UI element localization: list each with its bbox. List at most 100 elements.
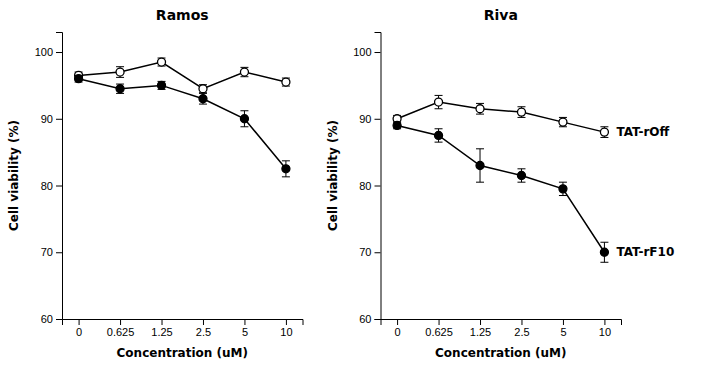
error-bar-cap xyxy=(517,168,525,169)
error-bar-cap xyxy=(282,176,290,177)
y-tick-label: 60 xyxy=(41,313,53,325)
y-tick-label: 100 xyxy=(353,46,371,58)
y-tick-label: 100 xyxy=(35,46,53,58)
marker xyxy=(282,78,290,86)
x-tick-mark xyxy=(480,319,481,325)
x-tick: 0.625 xyxy=(107,319,135,338)
line xyxy=(397,102,604,132)
marker xyxy=(559,118,567,126)
x-tick: 5 xyxy=(242,319,248,338)
error-bar xyxy=(476,149,484,182)
y-tick: 70 xyxy=(359,246,380,258)
error-bar xyxy=(559,117,567,126)
title: Ramos xyxy=(156,7,209,23)
x-tick-label: 5 xyxy=(242,326,248,338)
y-tick-mark xyxy=(56,52,62,53)
x-axis: 00.6251.252.5510 xyxy=(63,319,304,338)
marker xyxy=(476,161,484,169)
marker xyxy=(199,95,207,103)
marker xyxy=(600,128,608,136)
x-tick: 1.25 xyxy=(151,319,172,338)
y-tick-mark xyxy=(56,119,62,120)
series xyxy=(75,58,290,93)
marker xyxy=(158,58,166,66)
marker xyxy=(240,68,248,76)
error-bar xyxy=(282,78,290,86)
x-tick: 10 xyxy=(599,319,611,338)
y-tick-label: 70 xyxy=(359,246,371,258)
x-tick-label: 5 xyxy=(560,326,566,338)
error-bar xyxy=(282,161,290,177)
error-bar xyxy=(600,242,608,262)
error-bar xyxy=(559,182,567,195)
marker xyxy=(75,75,83,83)
title: Riva xyxy=(484,7,518,23)
x-tick: 0.625 xyxy=(425,319,453,338)
y-tick: 60 xyxy=(359,313,380,325)
error-bar xyxy=(116,84,124,93)
x-tick: 2.5 xyxy=(514,319,529,338)
x-tick-mark xyxy=(521,319,522,325)
error-bar xyxy=(199,93,207,104)
marker xyxy=(393,121,401,129)
marker xyxy=(199,85,207,93)
marker xyxy=(517,108,525,116)
y-tick: 100 xyxy=(353,46,380,58)
error-bar-cap xyxy=(435,95,443,96)
x-tick-label: 0 xyxy=(76,326,82,338)
error-bar-cap xyxy=(559,195,567,196)
y-tick-label: 90 xyxy=(359,113,371,125)
x-tick: 10 xyxy=(280,319,292,338)
series xyxy=(393,95,608,137)
error-bar xyxy=(158,81,166,89)
y-axis-title: Cell viability (%) xyxy=(7,120,21,231)
x-tick-label: 1.25 xyxy=(470,326,491,338)
figure: 6070809010000.6251.252.5510RamosConcentr… xyxy=(0,0,713,367)
x-tick-label: 2.5 xyxy=(514,326,529,338)
x-tick-mark xyxy=(203,319,204,325)
marker xyxy=(517,172,525,180)
y-tick: 90 xyxy=(41,113,62,125)
y-tick-label: 70 xyxy=(41,246,53,258)
y-tick-mark xyxy=(56,186,62,187)
marker xyxy=(282,165,290,173)
x-tick: 1.25 xyxy=(470,319,491,338)
y-axis-line xyxy=(56,33,63,320)
marker xyxy=(240,115,248,123)
y-tick: 60 xyxy=(41,313,62,325)
x-axis-line xyxy=(381,320,622,326)
x-tick-label: 0.625 xyxy=(107,326,135,338)
error-bar-cap xyxy=(476,103,484,104)
y-tick-mark xyxy=(375,252,381,253)
y-tick: 70 xyxy=(41,246,62,258)
y-axis-line xyxy=(375,33,382,320)
error-bar-cap xyxy=(517,182,525,183)
x-tick-mark xyxy=(397,319,398,325)
error-bar xyxy=(240,67,248,76)
error-bar xyxy=(435,129,443,142)
error-bar-cap xyxy=(282,160,290,161)
y-tick-mark xyxy=(375,186,381,187)
error-bar-cap xyxy=(600,242,608,243)
x-tick: 5 xyxy=(560,319,566,338)
error-bar-cap xyxy=(240,110,248,111)
x-tick-label: 10 xyxy=(280,326,292,338)
y-axis-title: Cell viability (%) xyxy=(326,120,340,231)
marker xyxy=(435,131,443,139)
x-tick-label: 1.25 xyxy=(151,326,172,338)
y-tick-label: 90 xyxy=(41,113,53,125)
y-tick-mark xyxy=(56,319,62,320)
y-tick: 90 xyxy=(359,113,380,125)
x-tick-mark xyxy=(79,319,80,325)
error-bar-cap xyxy=(240,126,248,127)
x-tick-mark xyxy=(162,319,163,325)
error-bar xyxy=(75,75,83,82)
series xyxy=(75,75,290,177)
marker xyxy=(116,68,124,76)
error-bar-cap xyxy=(476,148,484,149)
plot-area xyxy=(75,58,290,177)
y-tick-label: 80 xyxy=(41,180,53,192)
marker xyxy=(476,105,484,113)
error-bar-cap xyxy=(600,137,608,138)
error-bar-cap xyxy=(199,93,207,94)
